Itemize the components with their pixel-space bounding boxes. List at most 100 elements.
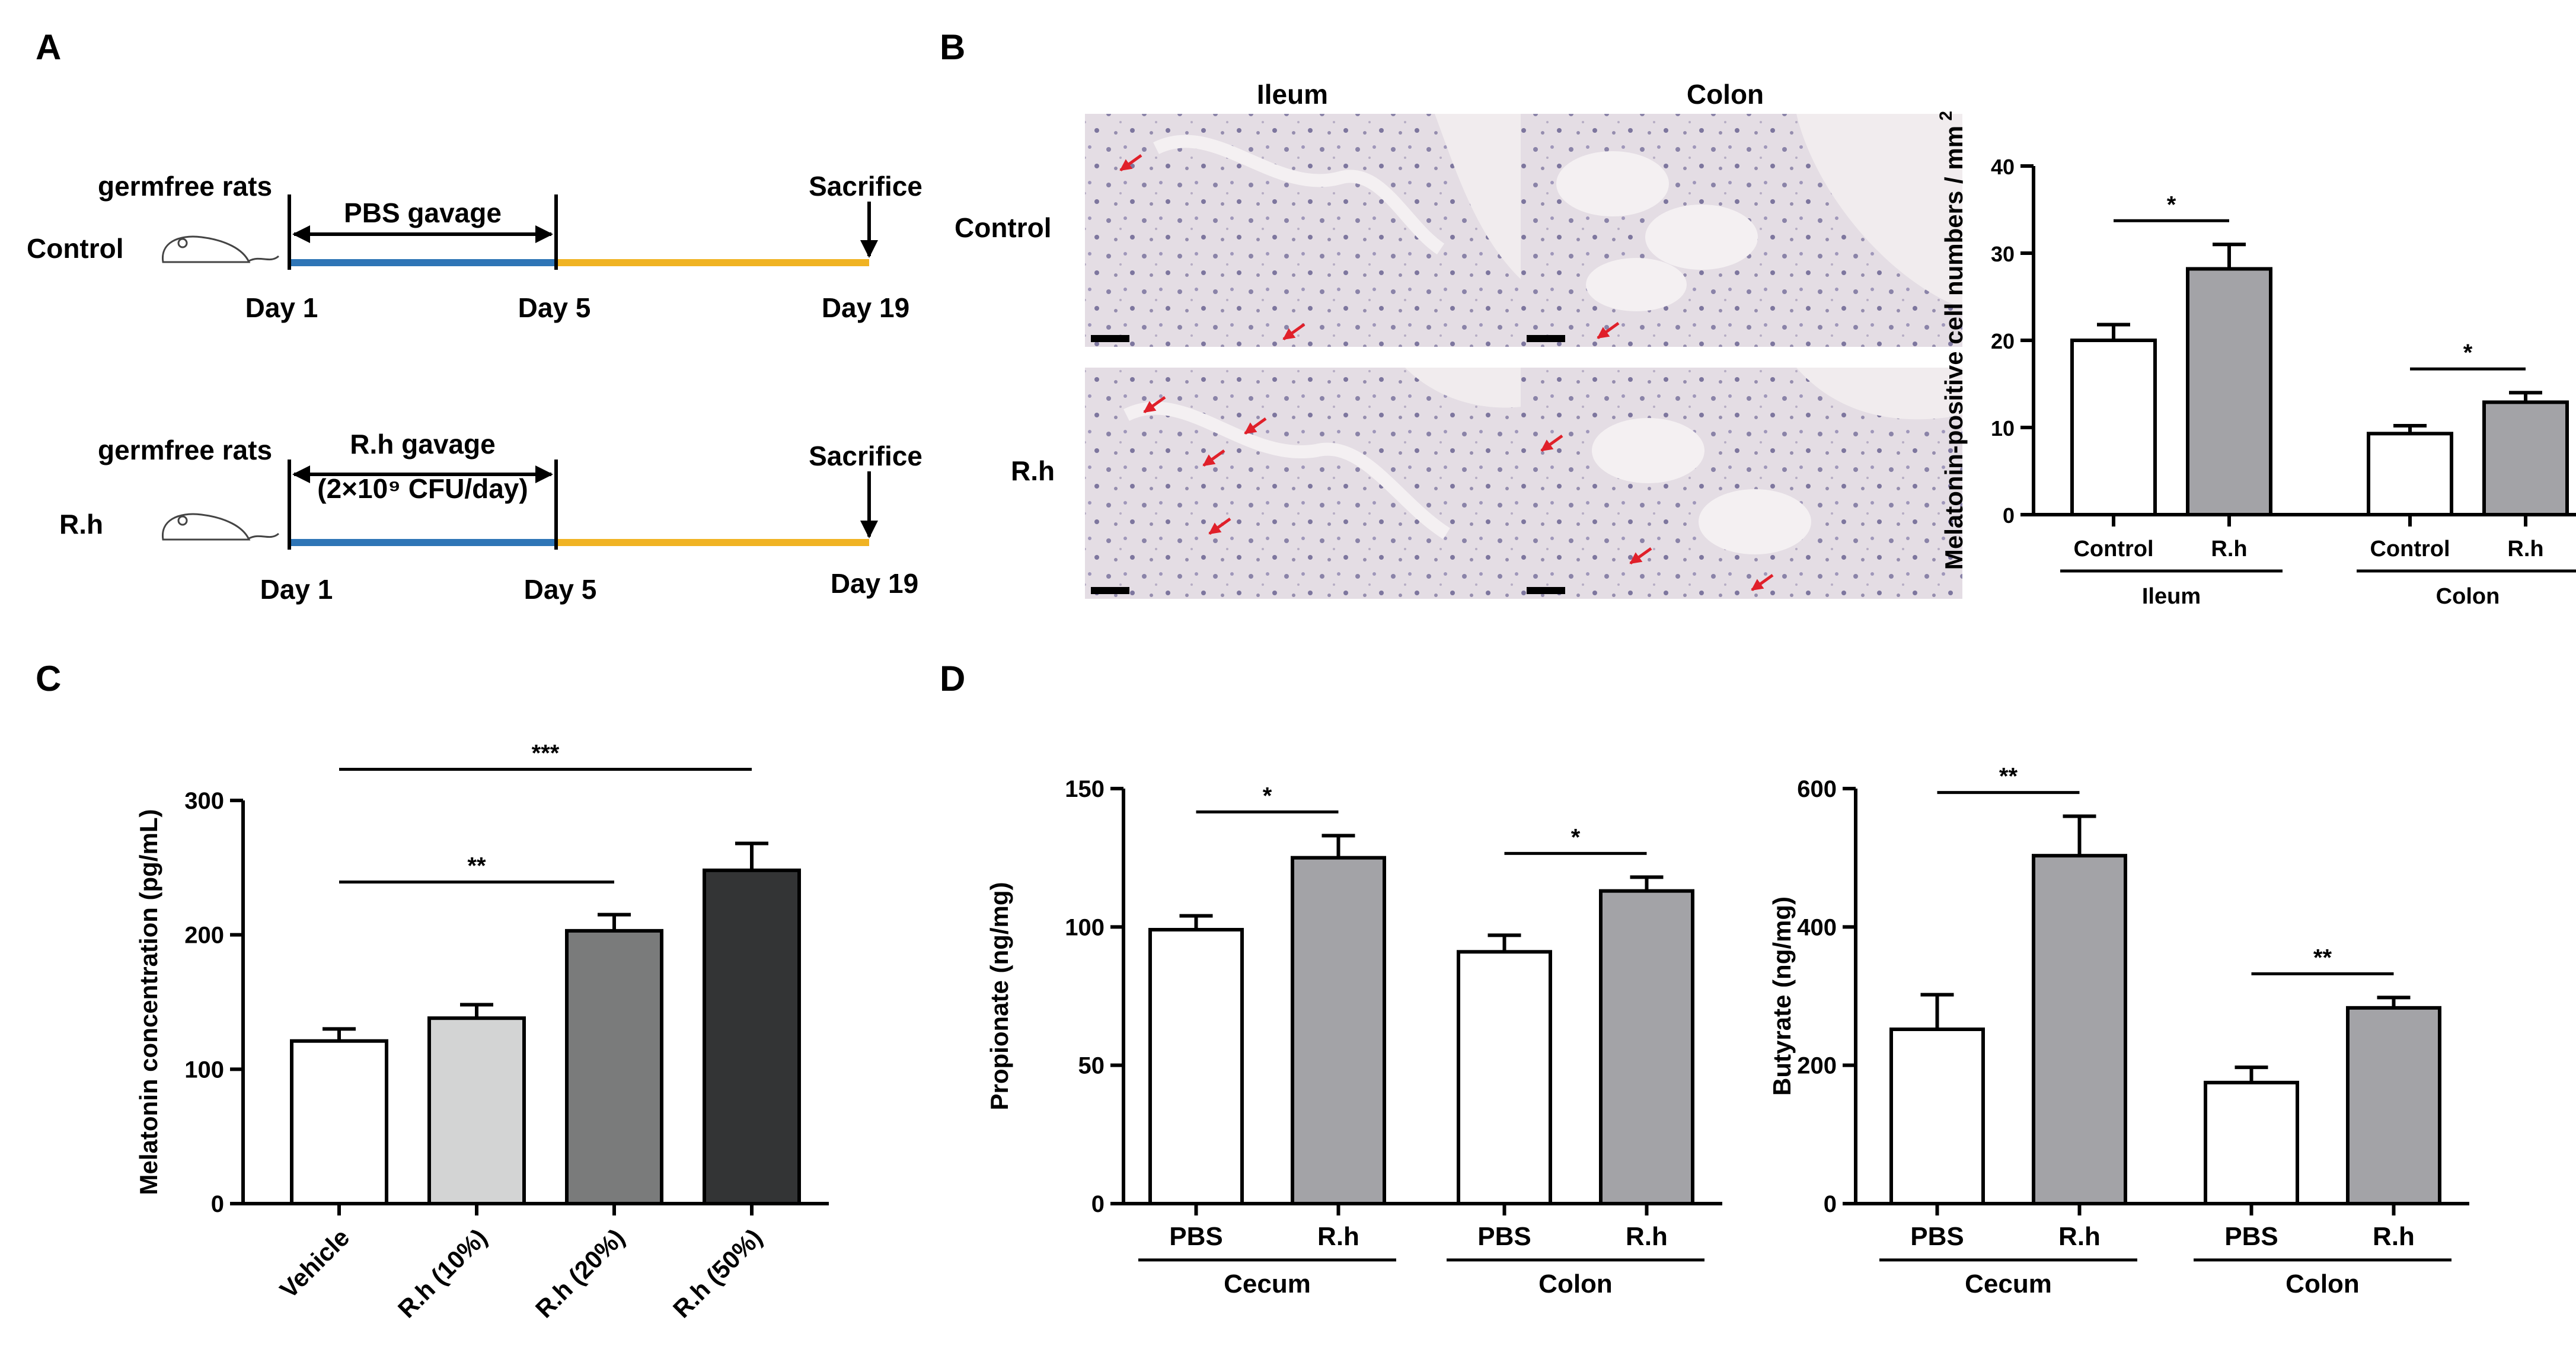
y-axis-label-text: Melatonin concentration (pg/mL) (135, 809, 162, 1195)
post-gavage-bar (556, 539, 869, 546)
significance-marker: * (2167, 192, 2176, 218)
significance-marker: ** (1999, 764, 2018, 790)
row-label-control: Control (955, 212, 1052, 243)
significance-marker: * (2463, 340, 2473, 366)
category-label: R.h (2058, 1222, 2101, 1251)
group-label-control: Control (27, 233, 124, 264)
bar-pbs (1148, 928, 1244, 1205)
y-tick-label: 0 (211, 1191, 224, 1217)
treatment-label-control: PBS gavage (344, 197, 502, 228)
y-tick-label: 30 (1991, 242, 2015, 266)
bar-r-h (2482, 400, 2569, 516)
bar-pbs (1889, 1028, 1985, 1205)
category-label: Control (2073, 537, 2153, 561)
y-tick-label: 200 (1797, 1053, 1837, 1079)
treatment-label-rh: R.h gavage (350, 429, 495, 460)
significance-marker: *** (532, 741, 560, 767)
y-axis-label: Melatonin concentration (pg/mL) (135, 809, 162, 1195)
day-label: Day 1 (260, 574, 333, 605)
y-axis-label: Butyrate (ng/mg) (1768, 896, 1796, 1096)
panel-label-a: A (36, 27, 61, 67)
y-tick-label: 400 (1797, 914, 1837, 940)
day-label: Day 5 (518, 292, 591, 323)
y-tick-label: 0 (2003, 503, 2015, 528)
chart-melatonin_cells: 0 10 20 30 40 Melatonin-positive cell numbers… (1936, 111, 2576, 609)
bar-r-h (1599, 889, 1694, 1205)
category-label: PBS (2224, 1222, 2278, 1251)
micrograph-colon-control (1521, 114, 1962, 347)
group-label: Colon (2285, 1269, 2360, 1298)
y-axis-label: Propionate (ng/mg) (985, 882, 1013, 1111)
endpoint-label-control: Sacrifice (809, 171, 922, 202)
bar-r-h (2186, 267, 2272, 516)
bar-pbs (2204, 1080, 2299, 1206)
category-label: R.h (2211, 537, 2247, 561)
timeline-control: germfree rats Control PBS gavage Sacrifi… (27, 171, 922, 323)
y-tick-label: 600 (1797, 776, 1837, 802)
row-label-rh: R.h (1011, 455, 1055, 486)
significance-marker: ** (2313, 945, 2332, 971)
column-label-ileum: Ileum (1257, 79, 1328, 110)
treatment-dose-label: (2×10⁹ CFU/day) (317, 473, 528, 504)
y-axis-label-text: Melatonin-positive cell numbers / mm (1940, 126, 1968, 570)
y-tick-label: 40 (1991, 155, 2015, 179)
histology-grid: Ileum Colon Control R.h (955, 79, 1962, 599)
bar-vehicle (290, 1039, 388, 1205)
post-gavage-bar (556, 259, 869, 266)
category-label: R.h (1317, 1222, 1359, 1251)
y-axis-label: Melatonin-positive cell numbers / mm 2 (1936, 111, 1968, 570)
bar-pbs (1457, 950, 1552, 1206)
group-label: Cecum (1965, 1269, 2052, 1298)
gavage-period-bar (289, 539, 556, 546)
category-label: R.h (10%) (392, 1223, 493, 1323)
category-label: R.h (1626, 1222, 1668, 1251)
day-label: Day 5 (524, 574, 597, 605)
bar-r-h (2032, 854, 2127, 1205)
micrograph-ileum-rh (1085, 368, 1541, 599)
bar-r-h (2346, 1006, 2441, 1206)
bar-r-h-50- (703, 868, 801, 1206)
y-tick-label: 10 (1991, 416, 2015, 441)
micrograph-colon-rh (1521, 368, 1962, 599)
y-tick-label: 100 (1065, 914, 1105, 940)
y-tick-label: 100 (184, 1057, 224, 1083)
gavage-period-bar (289, 259, 556, 266)
category-label: PBS (1910, 1222, 1964, 1251)
group-label: Colon (1538, 1269, 1613, 1298)
y-tick-label: 0 (1824, 1191, 1837, 1217)
column-label-colon: Colon (1687, 79, 1764, 110)
subject-label-rh: germfree rats (98, 435, 272, 465)
category-label: R.h (50%) (668, 1223, 768, 1323)
y-axis-label-text: Butyrate (ng/mg) (1768, 896, 1796, 1096)
category-label: Control (2370, 537, 2450, 561)
significance-marker: * (1571, 824, 1581, 850)
group-label: Ileum (2142, 584, 2201, 609)
y-tick-label: 20 (1991, 329, 2015, 353)
bar-r-h (1291, 856, 1386, 1205)
y-tick-label: 150 (1065, 776, 1105, 802)
y-tick-label: 200 (184, 923, 224, 949)
y-axis-label-text: Propionate (ng/mg) (985, 882, 1013, 1111)
panel-label-c: C (36, 659, 61, 698)
y-tick-label: 0 (1091, 1191, 1105, 1217)
significance-marker: ** (467, 853, 486, 879)
group-label: Colon (2436, 584, 2500, 609)
timeline-rh: germfree rats R.h R.h gavage (2×10⁹ CFU/… (59, 429, 922, 605)
category-label: R.h (2373, 1222, 2415, 1251)
y-tick-label: 50 (1078, 1053, 1105, 1079)
group-label: Cecum (1224, 1269, 1311, 1298)
bar-r-h-10- (427, 1016, 526, 1205)
bar-r-h-20- (565, 929, 663, 1206)
rat-icon (161, 235, 279, 263)
group-label-rh: R.h (59, 509, 103, 540)
endpoint-label-rh: Sacrifice (809, 441, 922, 471)
chart-melatonin_conc: 0 100 200 300 Melatonin concentration (pg/mL… (135, 741, 829, 1323)
rat-icon (161, 513, 279, 541)
day-label: Day 19 (822, 292, 909, 323)
category-label: R.h (2507, 537, 2543, 561)
panel-label-b: B (940, 27, 965, 67)
significance-marker: * (1263, 783, 1272, 809)
